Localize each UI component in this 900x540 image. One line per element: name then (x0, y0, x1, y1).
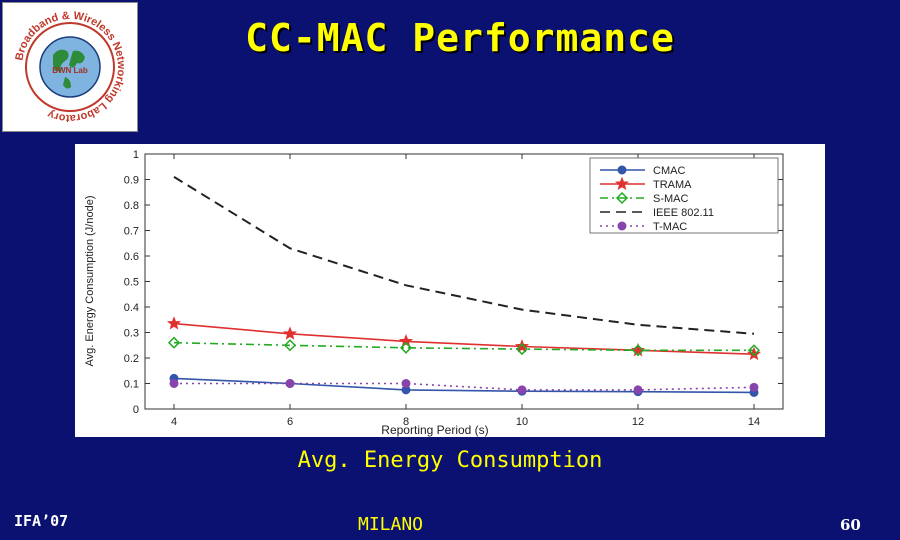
data-point-s-mac (399, 341, 413, 354)
y-tick-label: 1 (133, 149, 139, 161)
data-point-trama (631, 342, 645, 357)
x-tick-label: 12 (632, 416, 644, 428)
data-point-trama (747, 346, 761, 361)
bwn-lab-logo: Broadband & Wireless Networking Laborato… (2, 2, 138, 132)
series-line-trama (173, 322, 755, 355)
series-markers (167, 316, 761, 397)
data-point-s-mac (283, 339, 297, 352)
legend-label-s-mac: S-MAC (653, 193, 689, 205)
data-point-trama (515, 339, 529, 353)
x-tick-label: 14 (748, 416, 760, 428)
legend-marker-t-mac (617, 221, 627, 231)
legend-marker-s-mac (615, 191, 629, 205)
y-tick-label: 0.2 (124, 353, 139, 365)
legend-label-ieee-802-11: IEEE 802.11 (653, 207, 714, 219)
data-point-s-mac (515, 343, 529, 356)
data-point-s-mac (747, 344, 761, 357)
series-line-t-mac (174, 382, 755, 391)
chart-legend: CMAC TRAMA S-MAC IEEE 802.11 T-MAC (589, 157, 779, 234)
data-point-t-mac (749, 382, 759, 392)
data-point-s-mac (167, 336, 181, 349)
x-tick-label: 8 (403, 416, 409, 428)
footer-conference: IFA’07 (14, 512, 69, 530)
chart-caption: Avg. Energy Consumption (297, 448, 603, 473)
data-point-t-mac (401, 379, 411, 388)
chart-svg: 00.10.20.30.40.50.60.70.80.91 4 6 8 10 12 14 … (84, 149, 784, 437)
series-lines (173, 176, 755, 394)
y-tick-label: 0.9 (124, 175, 139, 187)
data-point-trama (283, 326, 297, 340)
legend-label-trama: TRAMA (653, 179, 692, 191)
data-point-trama (399, 334, 413, 348)
x-tick-label: 6 (287, 416, 293, 428)
slide-title: CC-MAC Performance (245, 16, 675, 60)
y-tick-label: 0.1 (124, 379, 139, 391)
y-tick-label: 0.4 (124, 302, 139, 314)
legend-label-t-mac: T-MAC (653, 221, 687, 233)
data-point-s-mac (631, 344, 645, 357)
series-line-cmac (173, 377, 755, 394)
data-point-t-mac (633, 385, 643, 395)
y-tick-label: 0 (133, 404, 139, 416)
y-tick-label: 0.5 (124, 277, 139, 289)
data-point-t-mac (285, 379, 295, 388)
y-tick-label: 0.6 (124, 251, 139, 263)
data-point-t-mac (517, 385, 527, 395)
legend-marker-trama (615, 176, 629, 191)
x-axis-ticks: 4 6 8 10 12 14 (171, 154, 760, 428)
data-point-t-mac (169, 379, 179, 388)
series-line-ieee-802-11 (173, 176, 755, 335)
y-tick-label: 0.8 (124, 200, 139, 212)
energy-chart: 0 0.1 0.2 0.3 0.4 0.5 0.6 0.7 0.8 0.9 1 4 6 8 10 12 14 … (75, 144, 825, 437)
x-tick-label: 4 (171, 416, 177, 428)
logo-graphic: Broadband & Wireless Networking Laborato… (13, 10, 127, 124)
y-axis-label: Avg. Energy Consumption (J/node) (84, 196, 96, 367)
globe-icon (39, 36, 101, 98)
page-number: 60 (840, 516, 861, 534)
y-axis-ticks: 0 0.1 0.2 0.3 0.4 0.5 0.6 0.7 0.8 0.9 1 (124, 149, 783, 416)
y-tick-label: 0.7 (124, 226, 139, 238)
logo-center-text: BWN Lab (52, 66, 88, 75)
x-axis-label: Reporting Period (s) (381, 423, 488, 437)
legend-label-cmac: CMAC (653, 165, 685, 177)
legend-marker-cmac (617, 165, 627, 175)
footer-location: MILANO (358, 514, 424, 535)
data-point-trama (167, 316, 181, 330)
x-tick-label: 10 (516, 416, 528, 428)
series-line-s-mac (173, 341, 754, 352)
y-tick-label: 0.3 (124, 328, 139, 340)
